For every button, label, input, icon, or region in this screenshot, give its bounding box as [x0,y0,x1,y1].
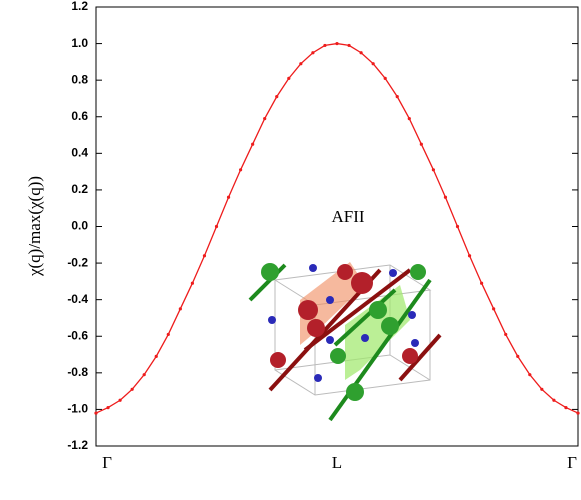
point [142,373,146,377]
point [166,332,170,337]
point [190,281,194,285]
point [251,142,255,146]
y-axis-label: χ(q)/max(χ(q)) [25,176,44,277]
annotation: AFII [331,207,364,226]
y-tick-label: -0.4 [67,292,88,306]
x-tick-label: L [332,453,342,472]
y-tick-label: 0.4 [71,146,88,160]
point [564,405,568,410]
crystal-inset [248,262,442,422]
point [467,254,472,258]
point [287,76,291,80]
point [455,224,460,229]
point [154,354,158,358]
y-tick-label: -1.2 [67,438,88,452]
point [419,142,423,146]
y-tick-label: 1.2 [71,0,88,13]
point [106,405,110,410]
point [480,281,484,285]
point [383,76,387,80]
point [431,168,435,172]
point [359,51,363,55]
point [407,116,411,121]
point [492,307,496,311]
y-tick-label: 0.0 [71,219,88,233]
point [516,354,520,358]
y-tick-label: -0.8 [67,365,88,379]
point [130,387,134,391]
point [94,411,98,415]
point [443,195,448,199]
point [275,95,279,99]
point [347,43,351,48]
point [214,224,219,229]
point [552,398,556,402]
point [202,254,207,258]
point [395,95,399,99]
y-tick-label: 0.2 [71,182,88,196]
plot-frame [95,6,579,447]
point [311,51,315,55]
point [118,398,122,402]
y-tick-label: -1.0 [67,402,88,416]
point [226,195,231,199]
point [239,168,243,172]
y-tick-label: 0.6 [71,109,88,123]
y-tick-label: -0.6 [67,328,88,342]
point [263,116,267,121]
point [371,62,375,66]
point [178,307,182,311]
y-tick-label: 0.8 [71,72,88,86]
point [299,62,303,66]
point [540,387,544,391]
x-tick-label: Γ [102,453,112,472]
point [576,411,580,415]
x-tick-label: Γ [567,453,577,472]
point [323,43,327,48]
point [504,332,508,337]
point [335,41,339,46]
y-tick-label: 1.0 [71,36,88,50]
y-tick-label: -0.2 [67,255,88,269]
point [528,373,532,377]
